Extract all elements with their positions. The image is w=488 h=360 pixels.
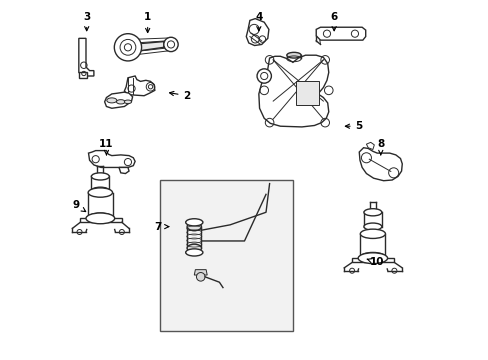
Ellipse shape [185, 249, 203, 256]
Polygon shape [131, 38, 168, 43]
Text: 3: 3 [83, 12, 90, 31]
Polygon shape [124, 76, 155, 96]
Polygon shape [79, 39, 94, 76]
Circle shape [257, 69, 271, 83]
Polygon shape [80, 218, 122, 222]
Polygon shape [316, 27, 365, 40]
Polygon shape [79, 72, 86, 78]
Text: 11: 11 [99, 139, 113, 155]
Ellipse shape [86, 213, 115, 224]
Text: 6: 6 [330, 12, 337, 31]
Ellipse shape [286, 52, 301, 58]
Polygon shape [246, 19, 268, 45]
Ellipse shape [360, 229, 385, 238]
Polygon shape [139, 41, 163, 51]
Polygon shape [194, 270, 207, 275]
Ellipse shape [116, 100, 125, 104]
Text: 4: 4 [255, 12, 262, 31]
Ellipse shape [187, 244, 201, 252]
Polygon shape [88, 150, 135, 167]
Text: 7: 7 [154, 222, 168, 231]
Polygon shape [104, 92, 132, 108]
Polygon shape [366, 142, 373, 149]
Ellipse shape [124, 100, 131, 104]
Text: 9: 9 [72, 200, 85, 212]
Ellipse shape [187, 223, 201, 230]
Text: 10: 10 [366, 257, 384, 267]
Polygon shape [131, 48, 168, 55]
Text: 8: 8 [376, 139, 384, 155]
Circle shape [196, 273, 204, 281]
Ellipse shape [363, 209, 381, 216]
Bar [160, 180, 292, 330]
Ellipse shape [360, 252, 385, 262]
Ellipse shape [88, 213, 112, 222]
Ellipse shape [91, 187, 109, 194]
Ellipse shape [88, 188, 112, 197]
Polygon shape [119, 167, 129, 174]
Text: 1: 1 [144, 12, 151, 32]
Polygon shape [258, 55, 328, 127]
Polygon shape [359, 148, 402, 181]
Text: 2: 2 [169, 91, 190, 101]
Bar [296, 81, 318, 105]
Ellipse shape [357, 253, 387, 264]
Polygon shape [351, 258, 394, 262]
Circle shape [163, 37, 178, 51]
Ellipse shape [91, 173, 109, 180]
Ellipse shape [363, 223, 381, 230]
Text: 5: 5 [345, 121, 362, 131]
Ellipse shape [185, 219, 203, 226]
Circle shape [114, 34, 142, 61]
Ellipse shape [106, 98, 117, 103]
